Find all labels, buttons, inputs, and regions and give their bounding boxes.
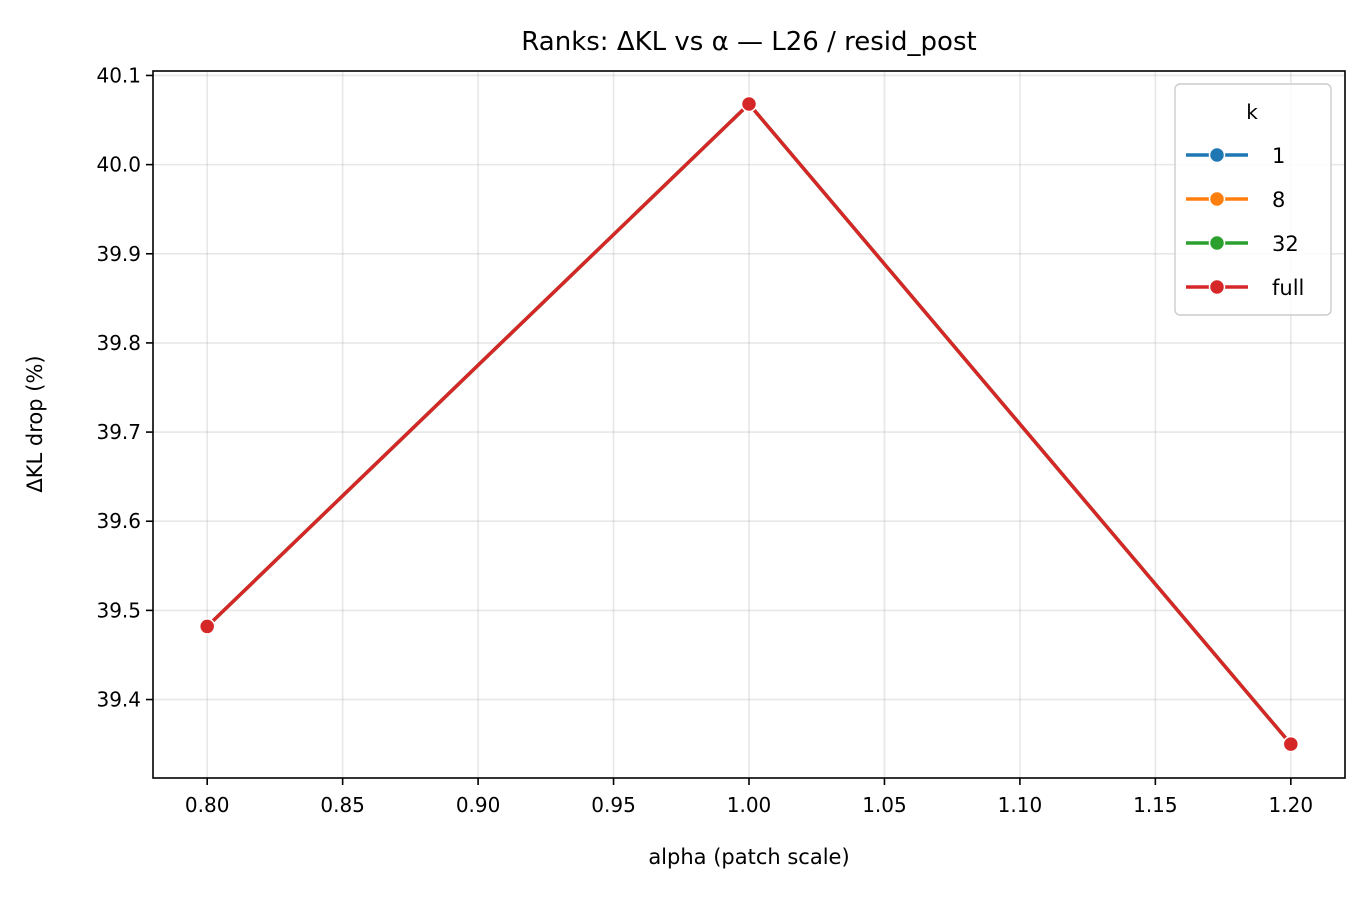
legend-item-full: full xyxy=(1186,276,1304,300)
y-tick-label: 39.6 xyxy=(96,509,141,533)
x-tick-label: 1.20 xyxy=(1269,793,1314,817)
data-point-full xyxy=(740,95,758,113)
legend-swatch-marker xyxy=(1208,234,1226,252)
data-point-full xyxy=(1282,735,1300,753)
axis-ticks: 0.80 0.85 0.90 0.95 1.00 1.05 1.10 1.15 1.20 39.4… xyxy=(96,63,1313,817)
legend-label: 32 xyxy=(1272,232,1299,256)
y-tick-label: 39.8 xyxy=(96,331,141,355)
y-tick-label: 40.0 xyxy=(96,153,141,177)
x-tick-label: 1.15 xyxy=(1133,793,1178,817)
y-tick-label: 39.4 xyxy=(96,688,141,712)
data-point-full xyxy=(198,618,216,635)
legend-swatch-marker xyxy=(1208,190,1226,208)
legend-label: 1 xyxy=(1272,144,1285,168)
x-tick-label: 1.10 xyxy=(998,793,1043,817)
x-axis-label: alpha (patch scale) xyxy=(648,845,849,869)
legend-swatch-marker xyxy=(1208,146,1226,164)
grid xyxy=(153,71,1345,778)
x-tick-label: 0.80 xyxy=(185,793,230,817)
series-layer xyxy=(198,95,1300,753)
y-axis-label: ΔKL drop (%) xyxy=(23,355,47,492)
x-tick-label: 1.00 xyxy=(727,793,772,817)
y-tick-label: 39.9 xyxy=(96,242,141,266)
legend-label: full xyxy=(1272,276,1304,300)
x-tick-label: 1.05 xyxy=(862,793,907,817)
legend-item-8: 8 xyxy=(1186,188,1285,212)
legend-item-32: 32 xyxy=(1186,232,1299,256)
y-tick-label: 39.7 xyxy=(96,420,141,444)
legend-items: 1 8 32 full xyxy=(1186,144,1304,300)
legend: k 1 8 32 full xyxy=(1174,83,1332,316)
legend-label: 8 xyxy=(1272,188,1285,212)
legend-swatch-marker xyxy=(1208,278,1226,296)
legend-item-1: 1 xyxy=(1186,144,1285,168)
chart-title: Ranks: ΔKL vs α — L26 / resid_post xyxy=(521,27,976,57)
series-full xyxy=(198,95,1300,753)
y-tick-label: 40.1 xyxy=(96,63,141,87)
legend-title: k xyxy=(1246,100,1258,124)
x-tick-label: 0.85 xyxy=(320,793,365,817)
x-tick-label: 0.90 xyxy=(456,793,501,817)
y-tick-label: 39.5 xyxy=(96,598,141,622)
x-tick-label: 0.95 xyxy=(591,793,636,817)
legend-box xyxy=(1174,83,1332,316)
